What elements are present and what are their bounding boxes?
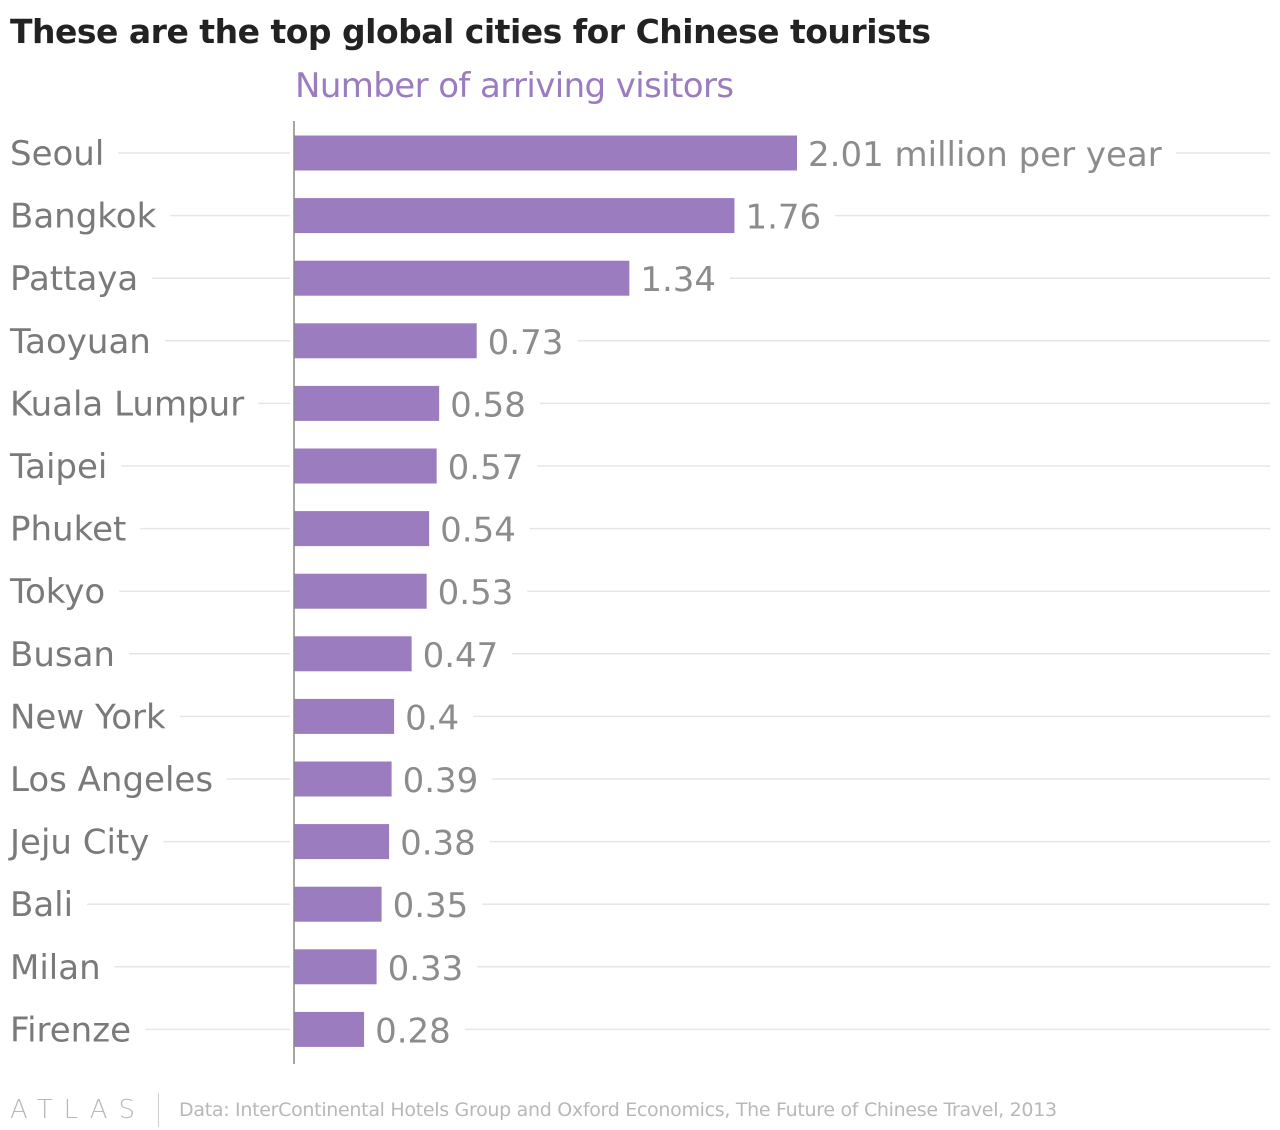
value-label: 0.4 (405, 698, 459, 738)
bar (294, 761, 392, 797)
category-label: Kuala Lumpur (10, 384, 244, 424)
value-label: 0.57 (448, 448, 524, 488)
bar (294, 949, 377, 985)
category-label: Tokyo (9, 572, 105, 612)
value-label: 0.33 (388, 949, 464, 989)
value-label: 0.54 (440, 511, 516, 551)
value-label: 0.39 (403, 761, 479, 801)
category-label: Jeju City (8, 823, 149, 863)
category-label: Bangkok (10, 197, 157, 237)
value-label: 0.35 (393, 886, 469, 926)
category-label: Milan (10, 948, 101, 988)
bar (294, 448, 437, 484)
category-label: Pattaya (10, 259, 138, 299)
atlas-logo: ATLAS (10, 1095, 147, 1125)
category-label: Phuket (10, 510, 126, 550)
category-label: Busan (10, 635, 115, 675)
value-label: 2.01 million per year (808, 135, 1162, 175)
bar (294, 385, 440, 421)
bar (294, 1011, 365, 1047)
value-label: 1.34 (640, 260, 716, 300)
category-label: Los Angeles (10, 760, 213, 800)
category-label: New York (10, 697, 166, 737)
bar (294, 323, 477, 359)
source-note: Data: InterContinental Hotels Group and … (179, 1099, 1057, 1121)
value-label: 1.76 (745, 198, 821, 238)
category-label: Bali (10, 885, 73, 925)
footer-divider (158, 1093, 160, 1127)
chart-title: These are the top global cities for Chin… (10, 12, 931, 51)
bar (294, 260, 630, 296)
bar (294, 198, 735, 234)
value-label: 0.58 (450, 385, 526, 425)
bar (294, 698, 395, 734)
category-label: Taipei (9, 447, 107, 487)
bar (294, 886, 382, 922)
value-label: 0.47 (423, 636, 499, 676)
bar (294, 573, 427, 609)
bar (294, 824, 390, 860)
footer: ATLAS Data: InterContinental Hotels Grou… (10, 1092, 1057, 1128)
bar (294, 511, 430, 547)
bar (294, 636, 412, 672)
category-label: Firenze (10, 1010, 131, 1050)
category-label: Seoul (10, 134, 104, 174)
value-label: 0.28 (375, 1011, 451, 1051)
category-label: Taoyuan (9, 322, 151, 362)
value-label: 0.53 (438, 573, 514, 613)
chart-subtitle: Number of arriving visitors (295, 66, 734, 106)
value-label: 0.73 (488, 323, 564, 363)
value-label: 0.38 (400, 824, 476, 864)
bar (294, 135, 798, 171)
